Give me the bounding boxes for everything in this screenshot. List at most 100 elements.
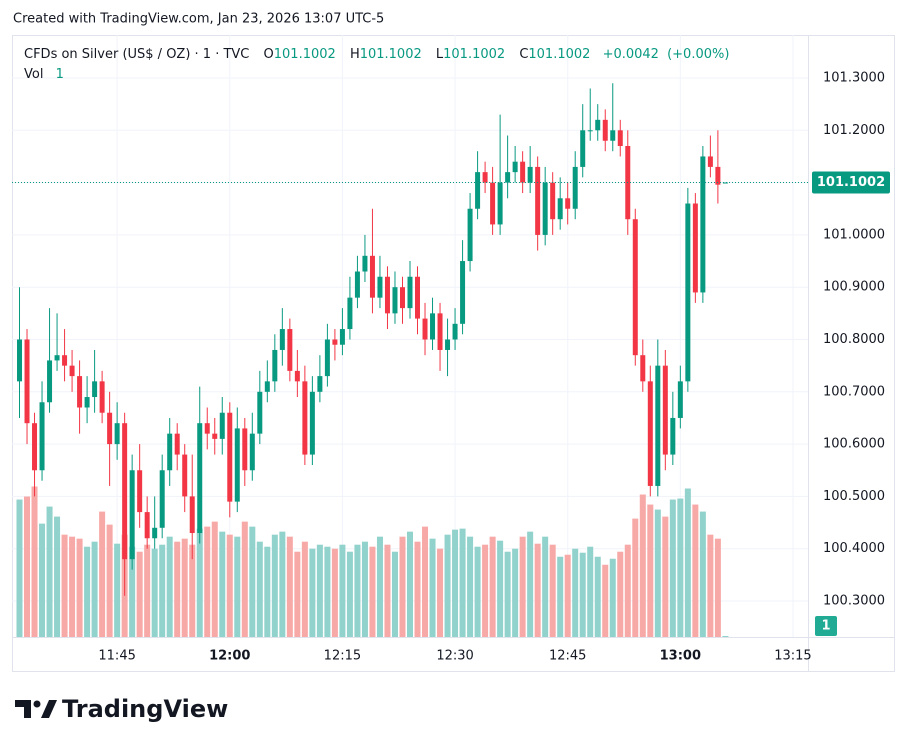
legend-o-label: O bbox=[264, 47, 274, 62]
candle-body bbox=[475, 172, 481, 209]
candle-body bbox=[437, 313, 443, 350]
volume-bar bbox=[482, 544, 489, 637]
legend-l-label: L bbox=[436, 47, 444, 62]
volume-bar bbox=[406, 531, 414, 637]
volume-bar bbox=[84, 546, 91, 637]
candle-body bbox=[542, 182, 548, 235]
legend-change-pct: (+0.00%) bbox=[667, 47, 729, 62]
volume-bar bbox=[286, 536, 293, 637]
candle-body bbox=[430, 313, 436, 340]
candle-body bbox=[647, 381, 653, 486]
volume-bar bbox=[346, 551, 353, 637]
candle-body bbox=[287, 329, 293, 371]
candle-body bbox=[204, 423, 210, 434]
candle-body bbox=[122, 423, 128, 560]
candle-body bbox=[392, 287, 398, 314]
volume-bar bbox=[264, 546, 271, 637]
candle-body bbox=[415, 276, 421, 319]
candle-body bbox=[565, 198, 571, 209]
volume-bar bbox=[722, 635, 729, 637]
x-tick-label: 12:15 bbox=[324, 649, 361, 664]
candle-body bbox=[482, 172, 488, 183]
candle-body bbox=[77, 376, 83, 408]
volume-bar bbox=[564, 554, 571, 637]
candle-body bbox=[535, 166, 541, 235]
volume-bar bbox=[647, 504, 654, 637]
last-price-tag bbox=[812, 171, 890, 194]
volume-bar bbox=[669, 499, 676, 637]
x-tick-label: 12:30 bbox=[436, 649, 473, 664]
volume-bar bbox=[542, 536, 549, 637]
candle-body bbox=[69, 365, 75, 377]
candle-body bbox=[197, 423, 203, 534]
candle-body bbox=[557, 198, 563, 220]
candle-body bbox=[632, 219, 638, 356]
candle-body bbox=[174, 433, 180, 455]
volume-bar bbox=[354, 544, 361, 637]
volume-bar bbox=[534, 543, 541, 637]
candle-body bbox=[62, 355, 68, 366]
volume-layer bbox=[16, 486, 729, 637]
candle-body bbox=[707, 156, 713, 167]
candle-body bbox=[24, 339, 30, 424]
volume-bar bbox=[129, 546, 136, 637]
logo-mark bbox=[15, 700, 31, 718]
volume-bar bbox=[166, 536, 173, 637]
last-volume-label: 1 bbox=[821, 619, 830, 634]
candle-body bbox=[467, 208, 473, 262]
legend-line: CFDs on Silver (US$ / OZ) · 1 · TVC O101… bbox=[24, 47, 729, 62]
volume-bar bbox=[437, 548, 444, 637]
candle-body bbox=[362, 255, 368, 272]
x-tick-label: 12:00 bbox=[209, 649, 250, 664]
volume-bar bbox=[639, 494, 646, 637]
candle-body bbox=[332, 339, 338, 345]
candle-body bbox=[610, 130, 616, 141]
volume-bar bbox=[331, 548, 338, 637]
candle-body bbox=[512, 161, 518, 173]
candle-body bbox=[227, 412, 233, 502]
volume-bar bbox=[444, 534, 451, 637]
y-tick-label: 100.9000 bbox=[823, 280, 885, 295]
x-tick-label: 13:15 bbox=[774, 649, 811, 664]
candle-body bbox=[692, 203, 698, 293]
volume-bar bbox=[684, 488, 691, 637]
candle-body bbox=[377, 276, 383, 298]
created-caption: Created with TradingView.com, Jan 23, 20… bbox=[13, 12, 384, 27]
x-tick-label: 11:45 bbox=[98, 649, 135, 664]
volume-bar bbox=[414, 541, 421, 637]
candle-body bbox=[520, 161, 526, 183]
candle-body bbox=[234, 428, 240, 502]
candle-body bbox=[347, 297, 353, 330]
legend-vol-label: Vol bbox=[24, 67, 43, 82]
volume-bar bbox=[106, 524, 113, 637]
candle-body bbox=[129, 470, 135, 560]
volume-bar bbox=[46, 506, 53, 637]
volume-bar bbox=[422, 526, 429, 637]
legend-h: 101.1002 bbox=[360, 47, 422, 62]
volume-bar bbox=[452, 529, 459, 637]
volume-bar bbox=[234, 536, 241, 637]
legend-volume: Vol 1 bbox=[24, 67, 64, 82]
candle-body bbox=[257, 391, 263, 434]
candle-body bbox=[39, 402, 45, 471]
volume-bar bbox=[707, 534, 714, 637]
volume-bar bbox=[579, 552, 586, 637]
volume-bar bbox=[136, 551, 143, 637]
volume-bar bbox=[61, 534, 68, 637]
legend-c-label: C bbox=[519, 47, 528, 62]
candle-body bbox=[617, 130, 623, 146]
candle-body bbox=[272, 349, 278, 382]
brand-name: TradingView bbox=[62, 695, 228, 723]
y-tick-label: 100.8000 bbox=[823, 332, 885, 347]
volume-bar bbox=[16, 499, 23, 637]
candle-body bbox=[159, 470, 165, 528]
volume-bar bbox=[391, 551, 398, 637]
volume-bar bbox=[189, 544, 196, 637]
x-tick-label: 12:45 bbox=[549, 649, 586, 664]
volume-bar bbox=[279, 531, 286, 637]
candle-body bbox=[219, 412, 225, 439]
candle-body bbox=[279, 329, 285, 350]
candle-body bbox=[677, 381, 683, 418]
volume-bar bbox=[714, 538, 721, 637]
